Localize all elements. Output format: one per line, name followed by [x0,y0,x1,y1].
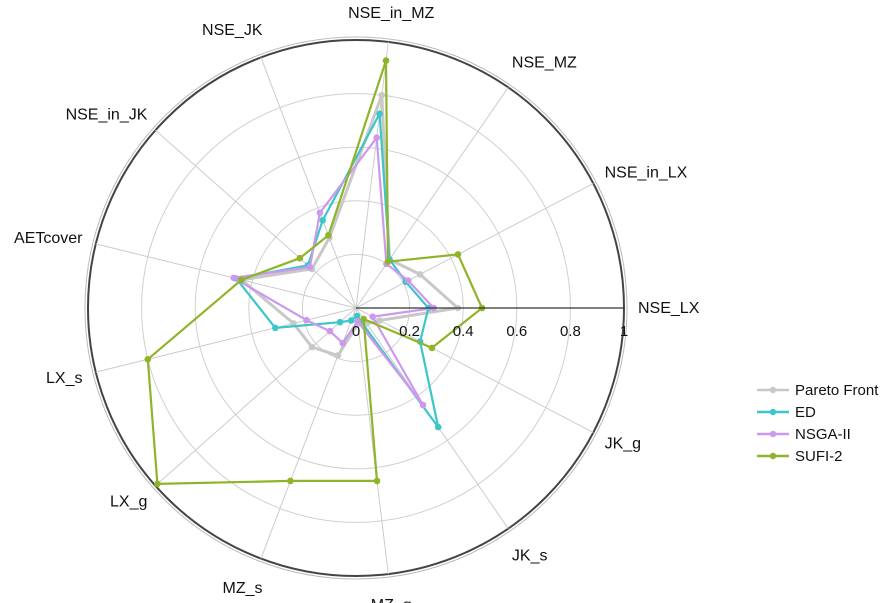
radial-tick-label: 0.6 [506,323,527,340]
series-point [238,276,245,284]
series-point [369,313,376,321]
series-point [376,110,383,118]
series-line [146,59,484,485]
legend-marker [769,430,777,438]
series-point [373,134,381,141]
series-point [354,318,361,325]
axis-spoke [260,57,357,309]
series-point [384,258,392,266]
radial-tick-label: 0.8 [560,323,581,340]
series-point [347,317,355,324]
series-point [334,352,342,359]
series-point [404,277,412,284]
series-point [316,209,324,217]
series-point [360,315,367,323]
axis-spoke [355,87,509,309]
series-point [373,477,381,485]
legend-label: SUFI-2 [795,448,843,465]
legend-marker [769,386,777,394]
axis-spoke [355,307,389,575]
series-point [319,217,327,224]
series-point [144,356,152,363]
series-line [232,136,435,407]
series-point [272,324,279,332]
radial-tick-label: 0.4 [453,323,474,340]
series-point [287,477,294,485]
series-point [326,327,334,335]
radial-tick-label: 0.2 [399,323,420,340]
series-point [376,317,384,324]
series-point [230,274,237,282]
radial-tick-label: 1 [620,323,628,340]
axis-label: MZ_s [223,580,263,597]
series-point [378,91,386,99]
axis-label: NSE_in_MZ [348,5,434,22]
axis-spoke [355,307,594,433]
series-point [306,263,314,271]
series-point [416,271,424,278]
axis-spoke [95,307,357,373]
series-point [336,318,344,326]
series-point [303,316,310,324]
legend-marker [769,452,777,460]
series-point [154,480,161,488]
axis-spoke [355,183,594,309]
series-point [296,254,304,262]
axis-label: NSE_in_JK [66,106,148,123]
series-point [339,339,347,347]
legend-label: ED [795,404,816,421]
axis-spoke [95,243,357,309]
legend-label: Pareto Front [795,382,879,399]
axis-spoke [155,129,357,309]
series-point [308,343,316,351]
axis-label: NSE_MZ [512,55,577,72]
axis-label: NSE_LX [638,300,700,317]
legend-marker [769,408,777,416]
axis-label: NSE_JK [202,22,263,39]
series-point [353,312,361,320]
series-point [419,401,427,409]
axis-label: NSE_in_LX [605,164,688,181]
radial-tick-label: 0 [352,323,360,340]
axis-label: AETcover [14,230,83,247]
axis-spoke [355,41,389,309]
legend-label: NSGA-II [795,426,851,443]
series-point [382,57,390,64]
axis-label: LX_g [110,494,147,511]
axis-label: JK_s [512,547,548,564]
axis-label: LX_s [46,370,82,387]
axis-label: JK_g [605,436,641,453]
outer-ring [84,36,628,580]
axis-label: MZ_g [371,597,412,603]
series-point [325,232,332,239]
series-point [454,251,462,258]
series-point [428,344,436,352]
series-point [434,423,442,431]
axis-spoke [155,307,357,487]
